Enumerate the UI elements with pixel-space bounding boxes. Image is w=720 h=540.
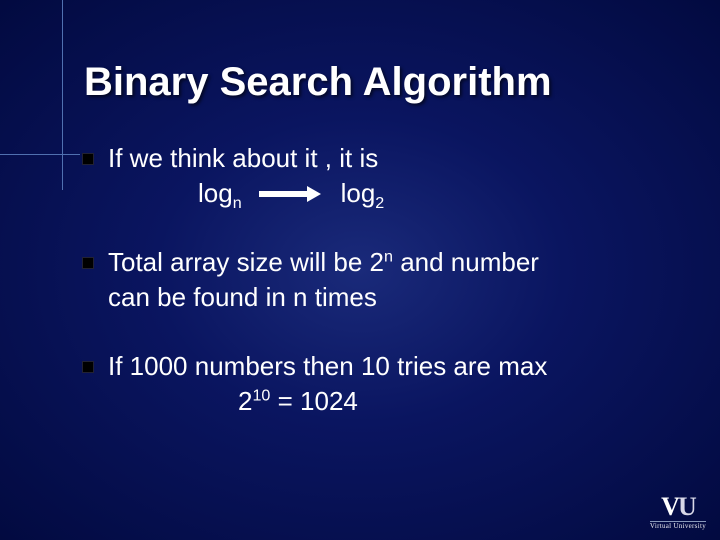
bullet-3-line2: 210 = 1024 xyxy=(108,384,660,419)
bullet-1-line2: logn log2 xyxy=(108,176,660,211)
bullet-2-line1a: Total array size will be 2 xyxy=(108,247,384,277)
log-right-base: log xyxy=(341,178,376,208)
vu-logo: VU Virtual University xyxy=(650,494,706,530)
bullet-item-1: If we think about it , it is logn log2 xyxy=(108,141,660,211)
bullet-item-3: If 1000 numbers then 10 tries are max 21… xyxy=(108,349,660,419)
log-left-base: log xyxy=(198,178,233,208)
bullet-3-line1: If 1000 numbers then 10 tries are max xyxy=(108,351,547,381)
bullet-item-2: Total array size will be 2n and number c… xyxy=(108,245,660,315)
bullet-2-line2: can be found in n times xyxy=(108,280,660,315)
log-right-sub: 2 xyxy=(375,194,384,212)
bullet-2-sup: n xyxy=(384,248,393,266)
vu-logo-subtitle: Virtual University xyxy=(650,521,706,530)
bullet-3-sup: 10 xyxy=(252,387,270,405)
vu-logo-v: V xyxy=(661,492,678,521)
bullet-3-base: 2 xyxy=(238,386,252,416)
slide-content: Binary Search Algorithm If we think abou… xyxy=(0,0,720,540)
bullet-2-line1b: and number xyxy=(393,247,539,277)
bullet-1-line1: If we think about it , it is xyxy=(108,143,378,173)
arrow-icon xyxy=(259,191,309,199)
bullet-3-eq: = 1024 xyxy=(270,386,357,416)
vu-logo-u: U xyxy=(678,492,695,521)
log-left-sub: n xyxy=(233,194,242,212)
vu-logo-letters: VU xyxy=(650,494,706,520)
bullet-list: If we think about it , it is logn log2 T… xyxy=(78,141,660,420)
slide-title: Binary Search Algorithm xyxy=(84,60,660,105)
